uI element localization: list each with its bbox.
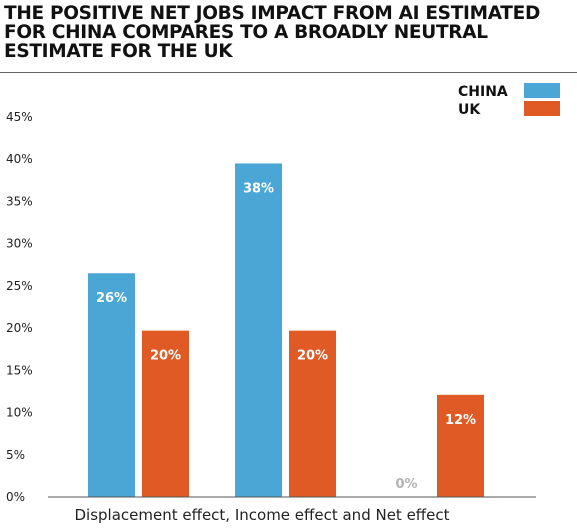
y-tick-label: 40% (6, 152, 33, 166)
x-axis-label: Displacement effect, Income effect and N… (75, 506, 450, 524)
data-label: 0% (395, 477, 417, 492)
bar-china-1 (88, 273, 135, 497)
legend-swatch-uk (524, 101, 560, 116)
y-tick-label: 35% (6, 194, 33, 208)
legend-label-uk: UK (458, 102, 481, 118)
legend-swatch-china (524, 83, 560, 98)
y-tick-label: 45% (6, 110, 33, 124)
chart-title: THE POSITIVE NET JOBS IMPACT FROM AI EST… (4, 3, 541, 62)
data-label: 12% (445, 413, 476, 428)
y-tick-label: 20% (6, 321, 33, 335)
title-divider (0, 72, 577, 73)
y-tick-label: 0% (6, 490, 25, 504)
data-label: 20% (150, 349, 181, 364)
data-label: 20% (297, 349, 328, 364)
bar-uk-3 (437, 394, 484, 497)
y-tick-label: 5% (6, 448, 25, 462)
legend: CHINA UK (458, 83, 560, 118)
y-tick-label: 15% (6, 363, 33, 377)
bar-china-2 (235, 163, 282, 497)
y-tick-label: 10% (6, 406, 33, 420)
bar-uk-1 (142, 330, 189, 497)
bar-uk-2 (289, 330, 336, 497)
legend-label-china: CHINA (458, 84, 508, 100)
y-tick-label: 25% (6, 279, 33, 293)
data-label: 38% (243, 181, 274, 196)
y-tick-label: 30% (6, 237, 33, 251)
data-label: 26% (96, 291, 127, 306)
y-axis: 0% 5% 10% 15% 20% 25% 30% 35% 40% 45% (6, 110, 33, 504)
bars: 26% 38% 0% 20% 20% 12% (88, 163, 484, 497)
